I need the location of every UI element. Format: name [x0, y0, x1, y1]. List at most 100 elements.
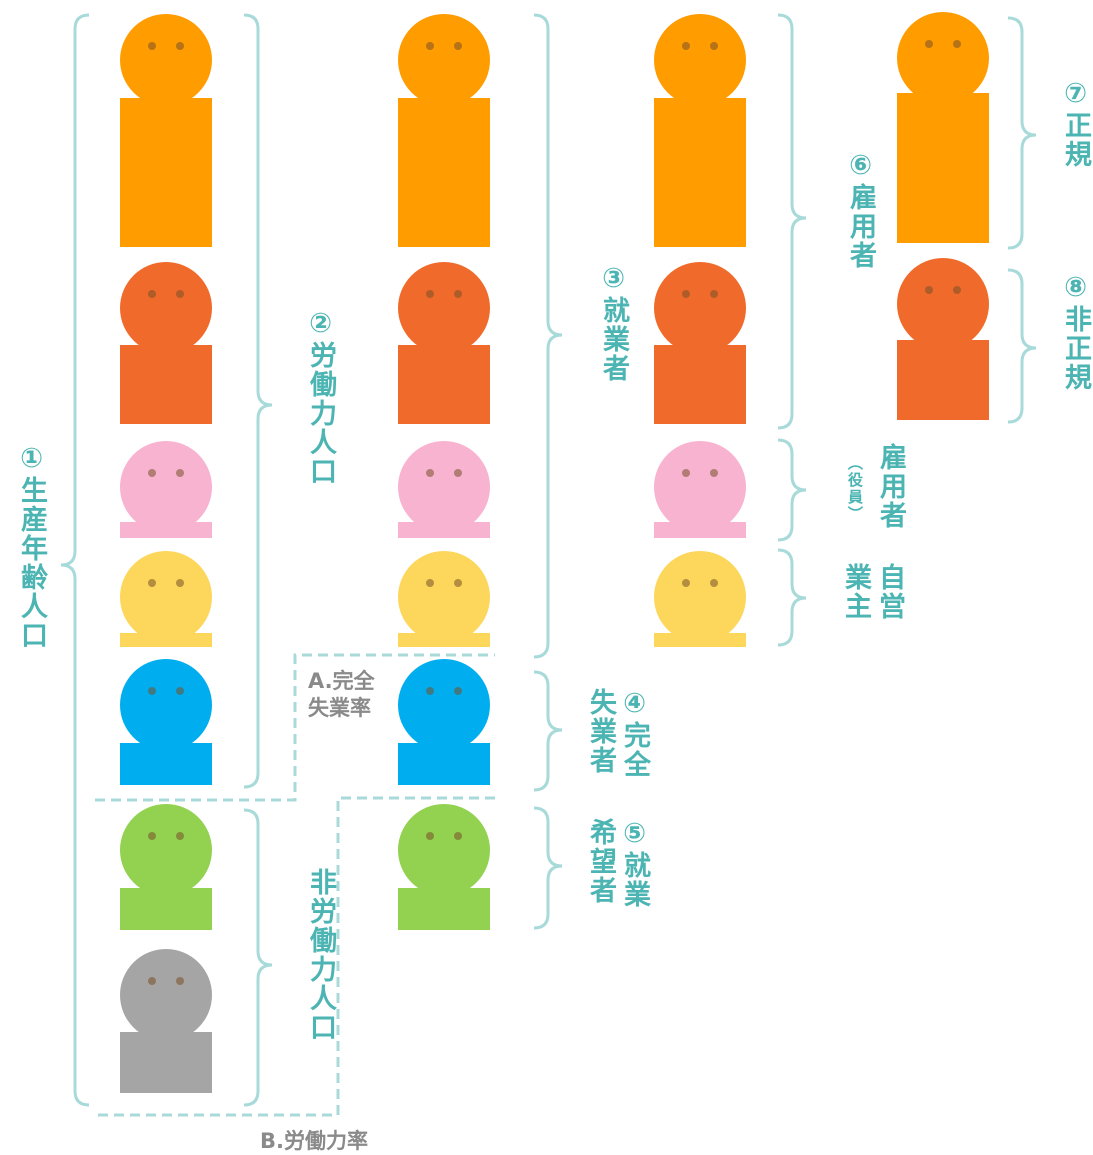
person-body: [120, 633, 212, 647]
label: ④完全失業者: [583, 688, 651, 780]
brace: [244, 15, 272, 787]
person-eye: [682, 290, 690, 298]
person-eye: [682, 579, 690, 587]
person-eye: [682, 469, 690, 477]
person-head: [120, 804, 212, 896]
person-body: [398, 743, 490, 785]
person-eye: [710, 579, 718, 587]
person-head: [120, 659, 212, 751]
person-head: [897, 258, 989, 350]
person-eye: [426, 832, 434, 840]
brace: [534, 672, 562, 790]
person-eye: [176, 42, 184, 50]
person-body: [120, 345, 212, 424]
label: ①生産年齢人口: [14, 443, 48, 650]
label: ⑥雇用者: [843, 150, 877, 270]
rate-line: A.完全: [308, 668, 375, 695]
person-eye: [148, 687, 156, 695]
person-eye: [426, 42, 434, 50]
person-eye: [426, 290, 434, 298]
person-eye: [148, 579, 156, 587]
person-body: [398, 888, 490, 930]
person-head: [398, 262, 490, 354]
brace: [534, 15, 562, 657]
person-eye: [710, 469, 718, 477]
person-body: [120, 98, 212, 247]
person-head: [120, 14, 212, 106]
person-body: [120, 522, 212, 538]
person-eye: [176, 290, 184, 298]
person-head: [120, 551, 212, 643]
person-eye: [148, 977, 156, 985]
person-head: [654, 262, 746, 354]
person-eye: [176, 469, 184, 477]
diagram: ①生産年齢人口 ②労働力人口 非労働力人口 ③就業者 ④完全失業者 ⑤就業希望者…: [0, 0, 1093, 1155]
brace: [244, 810, 272, 1105]
label: ⑤就業希望者: [583, 818, 651, 910]
brace: [1008, 18, 1036, 248]
person-body: [654, 98, 746, 247]
person-eye: [925, 286, 933, 294]
person-eye: [710, 290, 718, 298]
brace: [778, 550, 806, 645]
person-head: [654, 441, 746, 533]
person-body: [398, 345, 490, 424]
person-eye: [176, 687, 184, 695]
figure-layer: [0, 0, 1093, 1155]
person-body: [120, 743, 212, 785]
person-body: [398, 522, 490, 538]
person-body: [398, 98, 490, 247]
person-body: [654, 345, 746, 424]
person-eye: [454, 469, 462, 477]
brace: [778, 15, 806, 428]
person-head: [897, 12, 989, 104]
person-body: [897, 93, 989, 243]
person-body: [654, 522, 746, 538]
person-eye: [148, 290, 156, 298]
person-eye: [426, 687, 434, 695]
person-eye: [454, 687, 462, 695]
label: 雇用者: [873, 443, 907, 530]
person-head: [120, 441, 212, 533]
person-body: [398, 633, 490, 647]
rate-line: 失業率: [308, 695, 375, 722]
label: ⑧非正規: [1058, 272, 1092, 392]
person-eye: [148, 469, 156, 477]
label: ③就業者: [596, 263, 630, 383]
person-head: [120, 949, 212, 1041]
person-eye: [953, 40, 961, 48]
person-head: [120, 262, 212, 354]
person-eye: [454, 579, 462, 587]
brace: [534, 808, 562, 928]
person-head: [654, 14, 746, 106]
label: 非労働力人口: [303, 868, 337, 1042]
person-head: [398, 441, 490, 533]
rate-label: B.労働力率: [260, 1128, 368, 1155]
person-eye: [176, 832, 184, 840]
person-head: [398, 804, 490, 896]
person-eye: [454, 832, 462, 840]
rate-label: A.完全失業率: [308, 668, 375, 722]
person-eye: [176, 977, 184, 985]
person-eye: [454, 290, 462, 298]
person-eye: [148, 42, 156, 50]
person-head: [398, 551, 490, 643]
person-eye: [925, 40, 933, 48]
person-head: [398, 659, 490, 751]
label-note: （役員）: [846, 455, 864, 523]
brace: [1008, 270, 1036, 422]
person-eye: [426, 469, 434, 477]
person-eye: [682, 42, 690, 50]
person-eye: [176, 579, 184, 587]
person-body: [120, 1032, 212, 1093]
person-eye: [953, 286, 961, 294]
person-head: [654, 551, 746, 643]
brace: [61, 15, 89, 1105]
label: ②労働力人口: [303, 308, 337, 486]
person-head: [398, 14, 490, 106]
person-eye: [710, 42, 718, 50]
person-body: [897, 340, 989, 420]
person-body: [120, 888, 212, 930]
person-eye: [148, 832, 156, 840]
label: 自営業主: [838, 563, 906, 625]
